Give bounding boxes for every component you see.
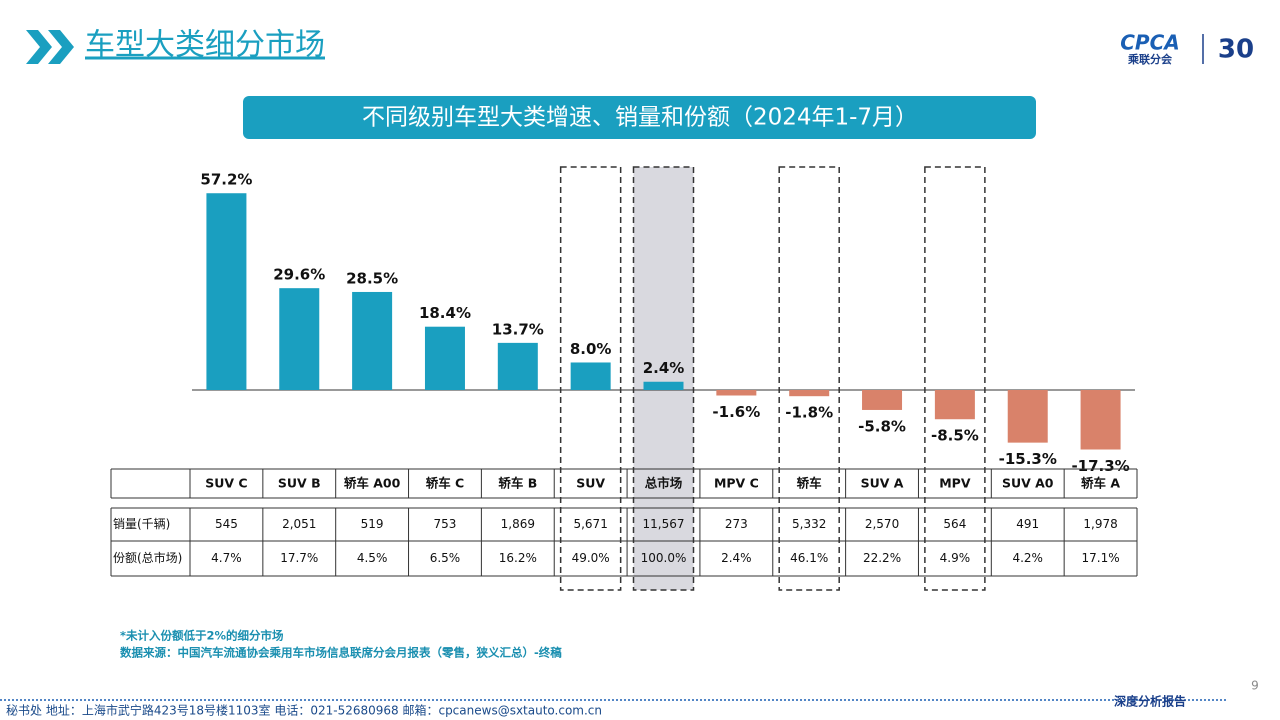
value-label: 28.5% xyxy=(346,269,398,287)
page-number: 9 xyxy=(1251,679,1259,693)
value-label: 29.6% xyxy=(273,266,325,284)
logo-name: 乘联分会 xyxy=(1127,52,1173,66)
table-cell: 22.2% xyxy=(863,551,901,565)
bar xyxy=(424,326,465,390)
table-cell: 5,332 xyxy=(792,517,826,531)
value-label: 2.4% xyxy=(643,359,685,377)
table-cell: 2.4% xyxy=(721,551,752,565)
table-cell: 4.7% xyxy=(211,551,242,565)
value-label: -1.8% xyxy=(785,404,833,422)
table-cell: 2,570 xyxy=(865,517,899,531)
column-header: SUV B xyxy=(278,476,321,491)
table-cell: 753 xyxy=(434,517,457,531)
page-title: 车型大类细分市场 xyxy=(85,28,325,63)
column-header: MPV xyxy=(939,476,971,491)
bar xyxy=(1080,390,1121,450)
bar xyxy=(352,291,393,390)
bar xyxy=(862,390,903,410)
chart-title: 不同级别车型大类增速、销量和份额（2024年1-7月） xyxy=(362,105,918,131)
value-label: 57.2% xyxy=(200,171,252,189)
table-cell: 4.9% xyxy=(940,551,971,565)
highlight-box xyxy=(778,166,840,591)
note: *未计入份额低于2%的细分市场 xyxy=(120,629,284,643)
table-cell: 4.2% xyxy=(1012,551,1043,565)
column-header: SUV A xyxy=(861,476,904,491)
value-label: 8.0% xyxy=(570,340,612,358)
table-cell: 519 xyxy=(361,517,384,531)
highlight-box xyxy=(632,166,695,591)
table-cell: 564 xyxy=(943,517,966,531)
table-cell: 4.5% xyxy=(357,551,388,565)
highlight-box xyxy=(559,166,622,591)
table-cell: 100.0% xyxy=(641,551,687,565)
table-cell: 1,869 xyxy=(501,517,535,531)
value-label: -17.3% xyxy=(1071,457,1129,475)
table-cell: 273 xyxy=(725,517,748,531)
bar xyxy=(716,390,757,396)
table-cell: 46.1% xyxy=(790,551,828,565)
bar xyxy=(934,390,975,420)
bar xyxy=(206,193,247,390)
plot: 57.2% 29.6% 28.5% 18.4% 13.7% 8.0% 2.4% -1.6% -1… xyxy=(110,166,1138,591)
row-label: 份额(总市场) xyxy=(113,550,182,565)
bar xyxy=(643,381,684,390)
value-label: 18.4% xyxy=(419,304,471,322)
bar xyxy=(789,390,830,397)
logo-anniversary: 30 xyxy=(1218,35,1254,65)
table-cell: 491 xyxy=(1016,517,1039,531)
table-cell: 11,567 xyxy=(643,517,685,531)
column-header: 轿车 A xyxy=(1081,476,1120,491)
value-label: 13.7% xyxy=(492,320,544,338)
bar xyxy=(497,342,538,390)
column-header: 轿车 C xyxy=(426,476,465,491)
header-icon xyxy=(26,30,74,64)
column-header: MPV C xyxy=(714,476,759,491)
table-cell: 1,978 xyxy=(1083,517,1117,531)
column-header: SUV A0 xyxy=(1002,476,1054,491)
bar xyxy=(570,362,611,390)
column-header: SUV xyxy=(576,476,605,491)
table-cell: 49.0% xyxy=(572,551,610,565)
logo-brand: CPCA xyxy=(1120,31,1180,55)
table-cell: 6.5% xyxy=(430,551,461,565)
value-label: -5.8% xyxy=(858,417,906,435)
table-cell: 17.1% xyxy=(1082,551,1120,565)
value-label: -8.5% xyxy=(931,427,979,445)
bar xyxy=(1007,390,1048,443)
note: 数据来源：中国汽车流通协会乘用车市场信息联席分会月报表（零售，狭义汇总）-终稿 xyxy=(120,646,562,660)
column-header: 轿车 A00 xyxy=(344,476,401,491)
column-header: SUV C xyxy=(205,476,247,491)
column-header: 轿车 xyxy=(797,476,823,491)
highlight-fill xyxy=(633,167,694,590)
value-label: -1.6% xyxy=(712,403,760,421)
row-label: 销量(千辆) xyxy=(113,517,170,531)
column-header: 总市场 xyxy=(645,476,683,491)
footer-address: 秘书处 地址：上海市武宁路423号18号楼1103室 电话：021-526809… xyxy=(6,703,602,718)
bar xyxy=(279,288,320,390)
table-cell: 17.7% xyxy=(280,551,318,565)
table-cell: 5,671 xyxy=(573,517,607,531)
column-header: 轿车 B xyxy=(498,476,537,491)
chart-title-box xyxy=(243,96,1036,139)
table-cell: 16.2% xyxy=(499,551,537,565)
highlight-box xyxy=(924,166,986,591)
value-label: -15.3% xyxy=(999,450,1057,468)
table-cell: 545 xyxy=(215,517,238,531)
footer-tag: 深度分析报告 xyxy=(1114,694,1186,709)
table-cell: 2,051 xyxy=(282,517,316,531)
